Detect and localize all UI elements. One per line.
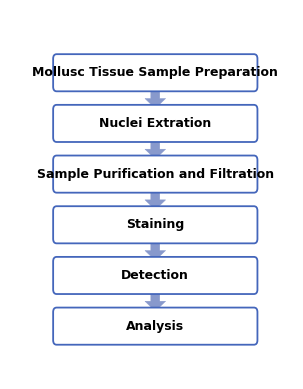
FancyBboxPatch shape: [53, 308, 258, 345]
Text: Detection: Detection: [121, 269, 189, 282]
Text: Sample Purification and Filtration: Sample Purification and Filtration: [37, 168, 274, 180]
Text: Mollusc Tissue Sample Preparation: Mollusc Tissue Sample Preparation: [32, 66, 278, 79]
FancyBboxPatch shape: [53, 156, 258, 193]
Polygon shape: [145, 240, 166, 261]
Polygon shape: [145, 138, 166, 159]
FancyBboxPatch shape: [53, 105, 258, 142]
FancyBboxPatch shape: [53, 257, 258, 294]
Polygon shape: [145, 189, 166, 210]
FancyBboxPatch shape: [53, 206, 258, 244]
Text: Nuclei Extration: Nuclei Extration: [99, 117, 211, 130]
Text: Staining: Staining: [126, 218, 185, 231]
Polygon shape: [145, 88, 166, 109]
Polygon shape: [145, 291, 166, 311]
Text: Analysis: Analysis: [126, 320, 184, 333]
FancyBboxPatch shape: [53, 54, 258, 91]
